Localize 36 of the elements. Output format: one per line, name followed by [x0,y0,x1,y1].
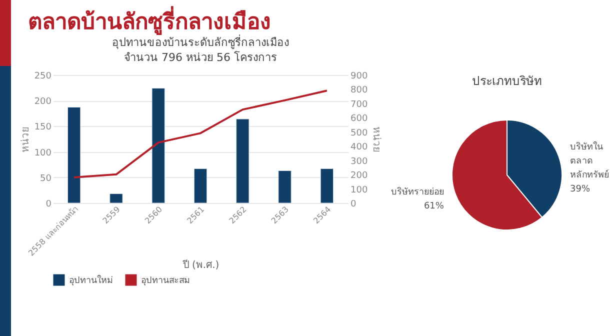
chart-title: อุปทานของบ้านระดับลักซูรี่กลางเมือง [112,34,289,49]
x-axis-title: ปี (พ.ศ.) [182,258,220,271]
bar [68,107,81,204]
y-tick-label: 200 [34,97,52,108]
slice-label: บริษัทรายย่อย [390,186,444,198]
y2-tick-label: 700 [350,100,368,110]
chart-subtitle: จำนวน 796 หน่วย 56 โครงการ [124,50,277,64]
bar [110,194,123,204]
bar [152,88,165,204]
y2-tick-label: 600 [350,114,368,124]
line-series [73,90,328,178]
legend-label: อุปทานสะสม [141,276,190,286]
y2-tick-label: 800 [350,86,368,96]
bar [236,118,250,204]
y-tick-label: 150 [34,122,52,133]
y2-tick-label: 300 [350,156,368,167]
y-axis-title: หน่วย [20,126,32,152]
legend-label: อุปทานใหม่ [69,275,113,286]
y2-axis-title: หน่วย [370,126,382,152]
data-label: 39% [570,184,590,194]
y-tick-label: 50 [40,174,52,184]
slice-label: บริษัทใน ตลาด หลักทรัพย์ [570,141,610,180]
y2-tick-label: 500 [350,128,368,138]
bar [320,168,334,204]
y-tick-label: 250 [34,72,52,82]
y2-tick-label: 100 [350,185,368,196]
y2-tick-label: 400 [350,142,368,153]
y2-tick-label: 0 [350,200,356,210]
chart-title: ประเภทบริษัท [472,74,542,88]
y-tick-label: 100 [34,148,52,158]
y2-tick-label: 900 [350,72,368,82]
y-tick-label: 0 [46,200,52,210]
bar [194,168,208,204]
data-label: 61% [424,202,444,212]
bar [278,170,292,204]
y2-tick-label: 200 [350,171,368,182]
